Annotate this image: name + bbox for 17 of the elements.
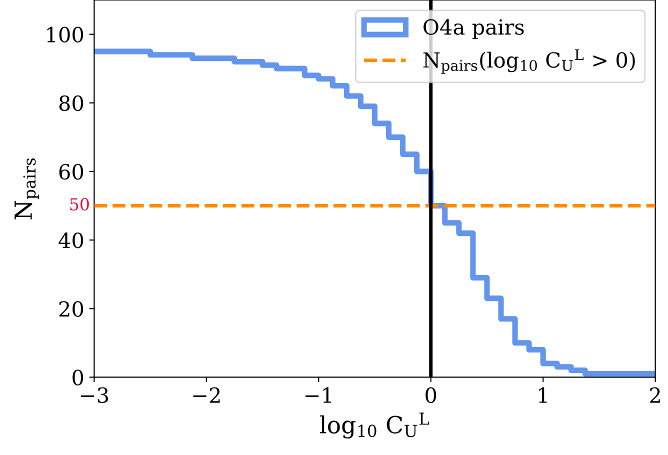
legend-label: O4a pairs bbox=[424, 19, 524, 39]
x-tick-label: 2 bbox=[650, 387, 660, 403]
annotation: 50 bbox=[70, 198, 89, 211]
y-tick-label: 80 bbox=[59, 95, 84, 112]
y-tick-label: 100 bbox=[47, 26, 84, 42]
y-tick-label: 20 bbox=[59, 301, 84, 317]
y-axis-title: N$_{pairs}$ bbox=[14, 158, 39, 220]
x-tick-label: −3 bbox=[81, 387, 108, 404]
x-axis-title: log$_{10}$ C$_{U}$$^{L}$ bbox=[320, 412, 430, 439]
x-tick-label: 1 bbox=[539, 387, 547, 403]
x-tick-label: 0 bbox=[426, 387, 436, 404]
y-tick-label: 40 bbox=[58, 232, 84, 248]
y-tick-label: 60 bbox=[59, 164, 84, 180]
x-tick-label: −2 bbox=[193, 387, 220, 403]
legend-label: N$_{pairs}$(log$_{10}$ C$_{U}$$^{L}$ > 0) bbox=[423, 49, 635, 74]
x-tick-label: −1 bbox=[305, 387, 332, 403]
y-tick-label: 0 bbox=[72, 370, 84, 386]
